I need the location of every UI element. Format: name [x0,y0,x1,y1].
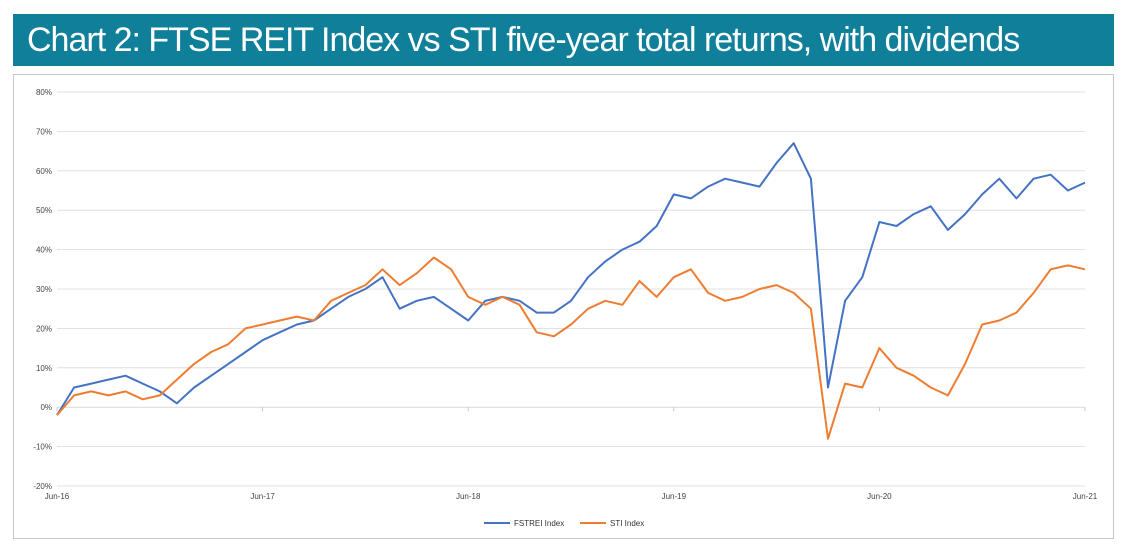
x-tick-label: Jun-17 [250,492,275,501]
y-tick-label: -20% [33,482,52,491]
chart-title: Chart 2: FTSE REIT Index vs STI five-yea… [13,14,1114,66]
y-tick-label: 50% [36,206,52,215]
x-tick-label: Jun-16 [45,492,70,501]
line-chart: 80% 70% 60% 50% 40% 30% 20% 10% 0% -10% -20%Jun-16… [33,88,1098,528]
y-tick-label: 10% [36,364,52,373]
y-tick-label: 0% [40,403,52,412]
x-tick-label: Jun-20 [867,492,892,501]
legend-label: FSTREI Index [514,519,564,528]
chart-frame: 80% 70% 60% 50% 40% 30% 20% 10% 0% -10% -20% Jun-16… [13,74,1114,539]
y-tick-label: 70% [36,127,52,136]
x-tick-label: Jun-18 [456,492,481,501]
y-tick-label: 40% [36,246,52,255]
y-tick-label: 80% [36,88,52,97]
x-tick-label: Jun-21 [1073,492,1098,501]
y-tick-label: 30% [36,285,52,294]
series-line-fstrei [56,142,1086,416]
y-tick-label: 20% [36,324,52,333]
y-tick-label: -10% [33,443,52,452]
legend-label: STI Index [610,519,644,528]
y-tick-label: 60% [36,167,52,176]
x-tick-label: Jun-19 [662,492,687,501]
series-line-sti [56,256,1086,440]
